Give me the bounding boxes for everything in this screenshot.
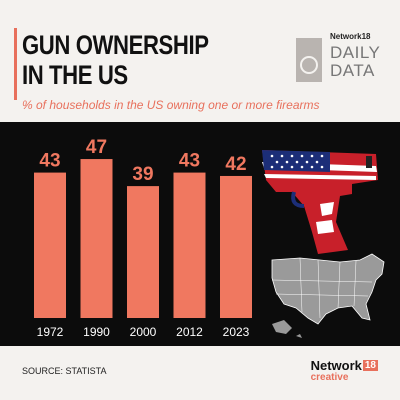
bar-2012 — [173, 172, 206, 318]
subtitle: % of households in the US owning one or … — [22, 98, 320, 112]
clock-icon — [300, 56, 318, 74]
daily-data-badge: Network18 DAILY DATA — [296, 30, 388, 88]
value-label-2000: 39 — [132, 164, 153, 185]
bar-2023 — [220, 175, 252, 318]
value-label-2012: 43 — [179, 151, 200, 172]
chart-panel: 43 1972 47 1990 39 2000 43 2012 42 2023 — [0, 122, 400, 346]
tick-label-1990: 1990 — [83, 325, 110, 339]
bar-1990 — [80, 159, 113, 318]
tick-label-2012: 2012 — [176, 325, 203, 339]
page-title: GUN OWNERSHIP IN THE US — [22, 30, 211, 90]
us-map-icon — [271, 253, 385, 338]
value-label-1990: 47 — [86, 137, 107, 158]
title-line-2: IN THE US — [22, 60, 128, 90]
bar-2000 — [127, 186, 159, 318]
tick-label-2000: 2000 — [130, 325, 157, 339]
value-label-1972: 43 — [39, 151, 60, 172]
source-note: SOURCE: STATISTA — [22, 366, 107, 376]
bar-chart: 43 1972 47 1990 39 2000 43 2012 42 2023 — [34, 137, 385, 339]
badge-box — [296, 38, 322, 82]
network18-logo: Network 18 creative — [310, 358, 378, 383]
tick-label-1972: 1972 — [37, 325, 64, 339]
badge-network-text: Network18 — [330, 32, 371, 41]
accent-line — [14, 28, 17, 100]
tick-label-2023: 2023 — [223, 325, 250, 339]
title-line-1: GUN OWNERSHIP — [22, 30, 209, 60]
bar-1972 — [34, 172, 66, 318]
us-flag-pistol-icon — [262, 150, 378, 254]
value-label-2023: 42 — [225, 154, 246, 175]
badge-daily-data: DAILY DATA — [330, 43, 381, 80]
